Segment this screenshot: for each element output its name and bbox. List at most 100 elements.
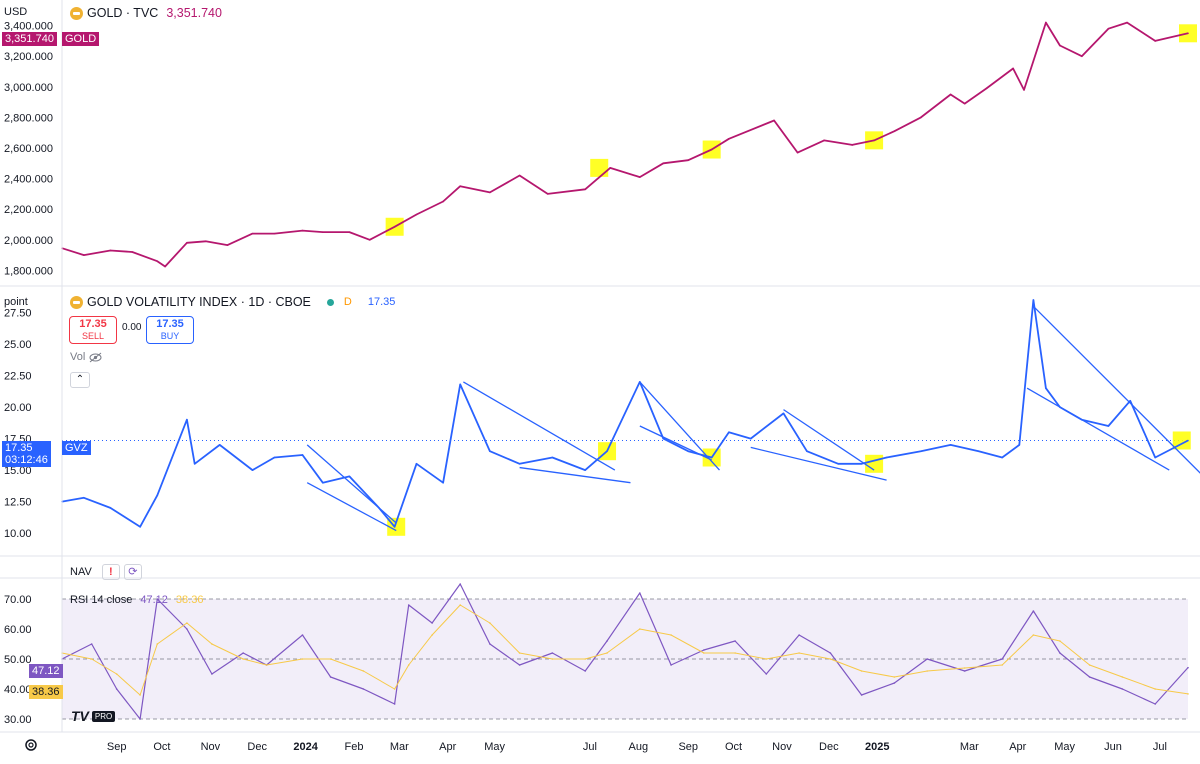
time-axis-label: Aug [628,741,648,753]
rsi-data-point [1059,652,1061,654]
time-axis-label: May [1054,741,1075,753]
buy-button[interactable]: 17.35 BUY [146,316,194,344]
rsi-data-point [606,652,608,654]
rsi-data-point [926,670,928,672]
gvz-data-point [1032,299,1035,301]
gvz-data-point [415,463,418,465]
gvz-data-point [518,463,521,465]
rsi-data-point [765,658,768,660]
rsi-data-point [765,673,768,675]
gear-icon[interactable] [24,738,38,752]
collapse-button[interactable]: ⌃ [70,372,90,388]
rsi-panel: 30.00 40.00 50.00 60.00 70.00 [4,583,1189,726]
logo-text: TV [71,708,89,724]
volume-toggle[interactable]: Vol [70,351,102,363]
gold-data-point [83,254,85,256]
buy-price: 17.35 [156,318,184,330]
gold-data-point [368,238,371,241]
rsi-data-point [734,652,736,654]
gold-data-point [823,139,825,142]
rsi-data-point [1059,640,1061,642]
refresh-icon[interactable]: ⟳ [123,564,142,580]
top-symbol-header[interactable]: GOLD · TVC 3,351.740 [70,6,222,20]
gold-data-point [1012,67,1014,70]
gold-data-point [415,213,418,216]
rsi-data-point [393,688,396,690]
mid-symbol-header[interactable]: GOLD VOLATILITY INDEX · 1D · CBOE D 17.3… [70,295,395,309]
sell-label: SELL [81,331,105,341]
time-axis-label: Mar [390,741,409,753]
rsi-y-tick: 50.00 [4,654,32,666]
time-axis-label: Sep [678,741,698,753]
rsi-data-point [459,583,462,585]
rsi-data-point [1001,664,1003,666]
exclamation-icon[interactable]: ! [101,564,120,580]
gvz-trendline [639,425,712,461]
gold-data-point [518,174,521,177]
gold-data-point [873,139,875,142]
gold-data-point [1126,21,1128,24]
rsi-data-point [963,667,966,669]
rsi-data-point [393,703,396,705]
nav-indicator-header[interactable]: NAV ! ⟳ [70,564,142,580]
gold-data-point [393,225,396,228]
rsi-data-point [211,643,213,645]
rsi-y-tick: 40.00 [4,684,32,696]
rsi-header[interactable]: RSI 14 close 47.12 38.36 [70,594,203,606]
gold-coin-icon [70,295,83,309]
gold-data-point [985,87,988,90]
time-axis-label: Apr [439,741,456,753]
sell-price: 17.35 [79,318,107,330]
rsi-data-point [963,670,966,672]
gold-data-point [949,93,952,96]
time-axis-label: Nov [201,741,221,753]
gold-price-panel: 1,800.000 2,000.000 2,200.000 2,400.000 2,60… [4,21,1197,277]
gold-data-point [687,159,690,162]
time-axis-label: 2025 [865,741,889,753]
gvz-data-point [837,463,839,465]
rsi-data-point [551,658,554,660]
gvz-data-point [218,444,221,446]
gold-series-line [61,21,1189,268]
rsi-value: 47.12 [140,594,168,606]
gvz-data-point [193,463,196,465]
rsi-data-point [362,670,365,672]
gvz-data-point [1129,400,1132,402]
gvz-data-point [860,463,863,465]
rsi-data-point [1121,676,1124,678]
gold-data-point [609,167,611,169]
gold-data-point [1187,32,1189,35]
gvz-data-point [885,456,888,459]
rsi-data-point [329,658,332,660]
rsi-data-point [1187,693,1189,695]
mid-last-value: 17.35 [367,296,396,308]
market-status-badge: D [343,296,352,308]
tradingview-logo[interactable]: TV PRO [71,708,116,724]
top-unit-label[interactable]: USD [4,6,28,18]
rsi-data-point [242,658,244,660]
rsi-data-point [1187,666,1189,669]
gvz-data-point [662,437,665,440]
rsi-data-point [431,634,433,636]
gold-data-point [251,232,254,235]
time-axis-label: Jun [1104,741,1122,753]
mid-unit-label[interactable]: point [4,296,28,308]
market-open-dot-icon [326,298,334,306]
gvz-data-point [459,383,462,386]
gold-data-point [963,102,966,105]
gold-y-tick: 1,800.000 [4,265,53,277]
gold-y-tick: 3,400.000 [4,21,53,33]
volume-label: Vol [70,351,86,363]
gvz-trendline [1032,305,1200,474]
gold-data-point [489,191,491,194]
top-price-tag: 3,351.740 [2,32,57,46]
gvz-data-point [251,469,254,471]
sell-button[interactable]: 17.35 SELL [69,316,117,344]
rsi-data-point [90,658,93,660]
gvz-data-point [710,456,713,459]
gvz-y-tick: 25.00 [4,339,32,351]
chevron-up-icon: ⌃ [75,374,85,385]
rsi-ma-price-tag: 38.36 [29,685,63,699]
